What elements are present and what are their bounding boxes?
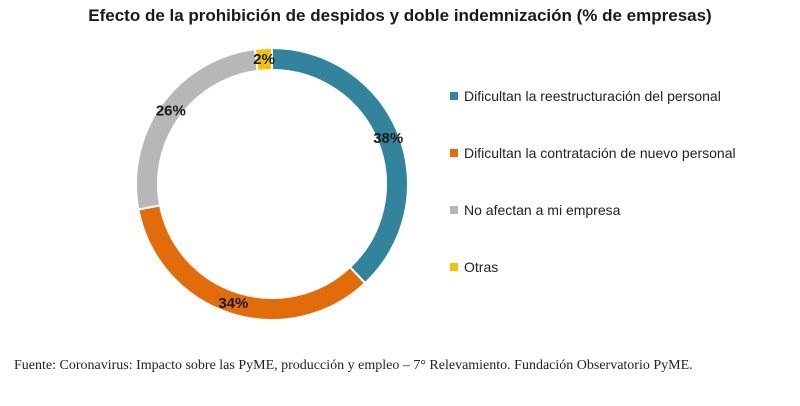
legend-label: Dificultan la reestructuración del perso… [464, 88, 721, 104]
legend-item-otras: Otras [450, 257, 790, 277]
slice-label-contratacion: 34% [218, 295, 248, 312]
legend: Dificultan la reestructuración del perso… [450, 86, 790, 314]
slice-labels: 38% 34% 26% 2% [156, 51, 403, 312]
slice-label-no-afectan: 26% [156, 103, 186, 120]
slice-contratacion [137, 204, 367, 321]
legend-swatch [450, 149, 458, 157]
legend-item-reestructuracion: Dificultan la reestructuración del perso… [450, 86, 790, 106]
legend-swatch [450, 206, 458, 214]
chart-title: Efecto de la prohibición de despidos y d… [88, 6, 712, 25]
source-note: Fuente: Coronavirus: Impacto sobre las P… [14, 358, 693, 373]
legend-item-contratacion: Dificultan la contratación de nuevo pers… [450, 143, 790, 163]
slice-otras [253, 46, 273, 73]
donut-slices [135, 46, 409, 321]
slice-label-reestructuracion: 38% [373, 130, 403, 147]
legend-label: Otras [464, 259, 499, 275]
legend-swatch [450, 263, 458, 271]
legend-item-no-afectan: No afectan a mi empresa [450, 200, 790, 220]
legend-label: No afectan a mi empresa [464, 202, 621, 218]
legend-swatch [450, 92, 458, 100]
slice-no-afectan [135, 47, 259, 211]
slice-reestructuracion [271, 46, 409, 285]
slice-label-otras: 2% [253, 51, 275, 68]
legend-label: Dificultan la contratación de nuevo pers… [464, 145, 736, 161]
